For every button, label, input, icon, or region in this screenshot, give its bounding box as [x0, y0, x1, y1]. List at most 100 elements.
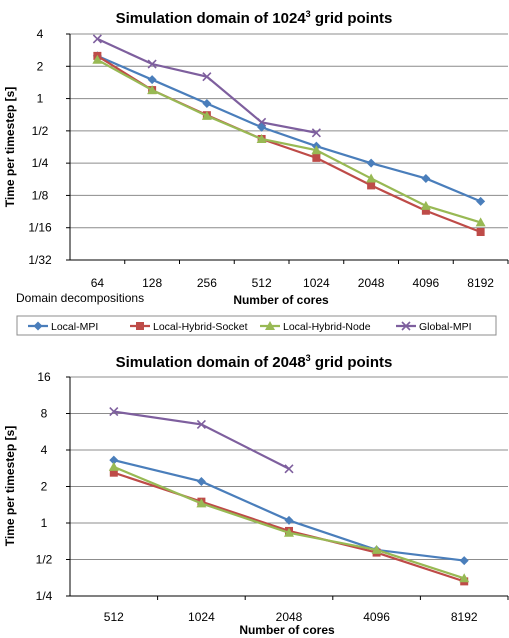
x-tick-label: 8192 — [451, 610, 478, 624]
data-point-local-hybrid-node — [371, 544, 382, 554]
data-point-local-mpi — [196, 476, 206, 486]
series-local-hybrid-node — [108, 461, 470, 583]
chart-2048: Simulation domain of 20483 grid points 1… — [3, 353, 509, 637]
series-local-mpi — [109, 455, 469, 566]
series-local-mpi — [92, 51, 486, 206]
legend-label: Local-Hybrid-Node — [283, 321, 371, 333]
chart-2048-x-axis-label: Number of cores — [239, 623, 335, 637]
x-tick-label: 512 — [252, 276, 272, 290]
y-tick-label: 1 — [37, 92, 44, 106]
data-point-local-hybrid-node — [147, 85, 158, 95]
y-tick-label: 4 — [37, 27, 44, 41]
x-tick-label: 2048 — [276, 610, 303, 624]
chart-1024: Simulation domain of 10243 grid points 4… — [3, 9, 509, 307]
y-tick-label: 1/4 — [36, 589, 53, 603]
y-tick-label: 1/4 — [32, 156, 49, 170]
data-point-local-mpi — [284, 515, 294, 525]
data-point-local-mpi — [257, 122, 267, 132]
y-tick-label: 8 — [41, 407, 48, 421]
legend-item-local-hybrid-node: Local-Hybrid-Node — [260, 321, 371, 333]
y-tick-label: 1/32 — [28, 253, 52, 267]
legend-item-global-mpi: Global-MPI — [396, 321, 472, 333]
data-point-local-hybrid-node — [475, 217, 486, 227]
data-point-local-mpi — [476, 196, 486, 206]
x-tick-label: 512 — [104, 610, 124, 624]
data-point-global-mpi — [202, 72, 212, 82]
data-point-local-hybrid-node — [196, 498, 207, 508]
x-tick-label: 4096 — [413, 276, 440, 290]
series-local-hybrid-node — [92, 54, 486, 227]
data-point-local-mpi — [202, 98, 212, 108]
y-tick-label: 1/2 — [36, 553, 53, 567]
chart-1024-x-axis-label: Number of cores — [233, 293, 329, 307]
chart-2048-gridlines — [69, 376, 508, 597]
y-tick-label: 2 — [41, 480, 48, 494]
data-point-local-hybrid-socket — [476, 228, 485, 237]
data-point-local-mpi — [147, 75, 157, 85]
data-point-local-hybrid-socket — [367, 181, 376, 190]
legend-label: Global-MPI — [419, 321, 472, 333]
data-point-local-hybrid-node — [284, 527, 294, 537]
y-tick-label: 16 — [37, 370, 51, 384]
data-point-local-hybrid-node — [108, 461, 119, 471]
data-point-local-mpi — [366, 158, 376, 168]
chart-2048-y-axis-label: Time per timestep [s] — [3, 426, 17, 546]
x-tick-label: 1024 — [188, 610, 215, 624]
data-point-global-mpi — [92, 34, 102, 44]
data-point-local-mpi — [421, 173, 431, 183]
y-tick-label: 1/8 — [32, 188, 49, 202]
data-point-global-mpi — [311, 128, 321, 138]
domain-decompositions-note: Domain decompositions — [16, 291, 144, 305]
x-tick-label: 256 — [197, 276, 217, 290]
legend-box — [16, 315, 497, 336]
data-point-global-mpi — [284, 464, 294, 474]
y-tick-label: 1 — [41, 516, 48, 530]
x-tick-label: 1024 — [303, 276, 330, 290]
data-point-global-mpi — [109, 406, 119, 417]
data-point-local-hybrid-node — [311, 145, 322, 155]
x-tick-label: 128 — [142, 276, 162, 290]
chart-2048-title: Simulation domain of 20483 grid points — [116, 353, 393, 371]
series-line-global-mpi — [113, 410, 290, 470]
data-point-local-hybrid-node — [366, 173, 377, 183]
data-point-local-hybrid-node — [92, 54, 103, 64]
legend: Local-MPI Local-Hybrid-Socket Local-Hybrid… — [16, 315, 497, 336]
data-point-local-hybrid-node — [201, 110, 212, 120]
series-global-mpi — [109, 406, 294, 474]
series-line-local-mpi — [113, 459, 465, 562]
series-global-mpi — [92, 34, 321, 138]
x-tick-label: 4096 — [363, 610, 390, 624]
data-point-global-mpi — [196, 419, 206, 429]
legend-label: Local-Hybrid-Socket — [153, 321, 248, 333]
legend-item-local-hybrid-socket: Local-Hybrid-Socket — [130, 321, 248, 333]
legend-marker-x — [401, 321, 411, 331]
data-point-global-mpi — [147, 59, 157, 69]
data-point-local-hybrid-node — [256, 133, 267, 143]
data-point-local-hybrid-node — [420, 200, 431, 210]
legend-marker-triangle — [265, 321, 275, 330]
chart-1024-gridlines — [69, 33, 508, 261]
legend-marker-square — [136, 322, 144, 330]
data-point-local-hybrid-socket — [421, 206, 430, 215]
data-point-local-hybrid-socket — [109, 468, 118, 477]
data-point-local-mpi — [459, 556, 469, 566]
data-point-local-hybrid-node — [459, 573, 470, 583]
data-point-local-mpi — [109, 455, 119, 465]
chart-1024-y-ticks: 4 2 1 1/2 1/4 1/8 1/16 1/32 — [28, 27, 70, 267]
y-tick-label: 1/16 — [28, 221, 52, 235]
series-line-local-hybrid-node — [96, 58, 481, 224]
legend-marker-diamond — [33, 321, 43, 331]
y-tick-label: 2 — [37, 59, 44, 73]
x-tick-label: 64 — [91, 276, 105, 290]
x-tick-label: 8192 — [467, 276, 494, 290]
chart-1024-y-axis-label: Time per timestep [s] — [3, 87, 17, 207]
legend-label: Local-MPI — [51, 321, 98, 333]
chart-2048-x-ticks: 512 1024 2048 4096 8192 — [104, 596, 509, 624]
legend-item-local-mpi: Local-MPI — [28, 321, 98, 333]
chart-2048-y-ticks: 16 8 4 2 1 1/2 1/4 — [36, 370, 70, 603]
chart-2048-series — [108, 406, 470, 586]
chart-1024-series — [92, 34, 486, 237]
y-tick-label: 4 — [41, 443, 48, 457]
y-tick-label: 1/2 — [32, 124, 49, 138]
